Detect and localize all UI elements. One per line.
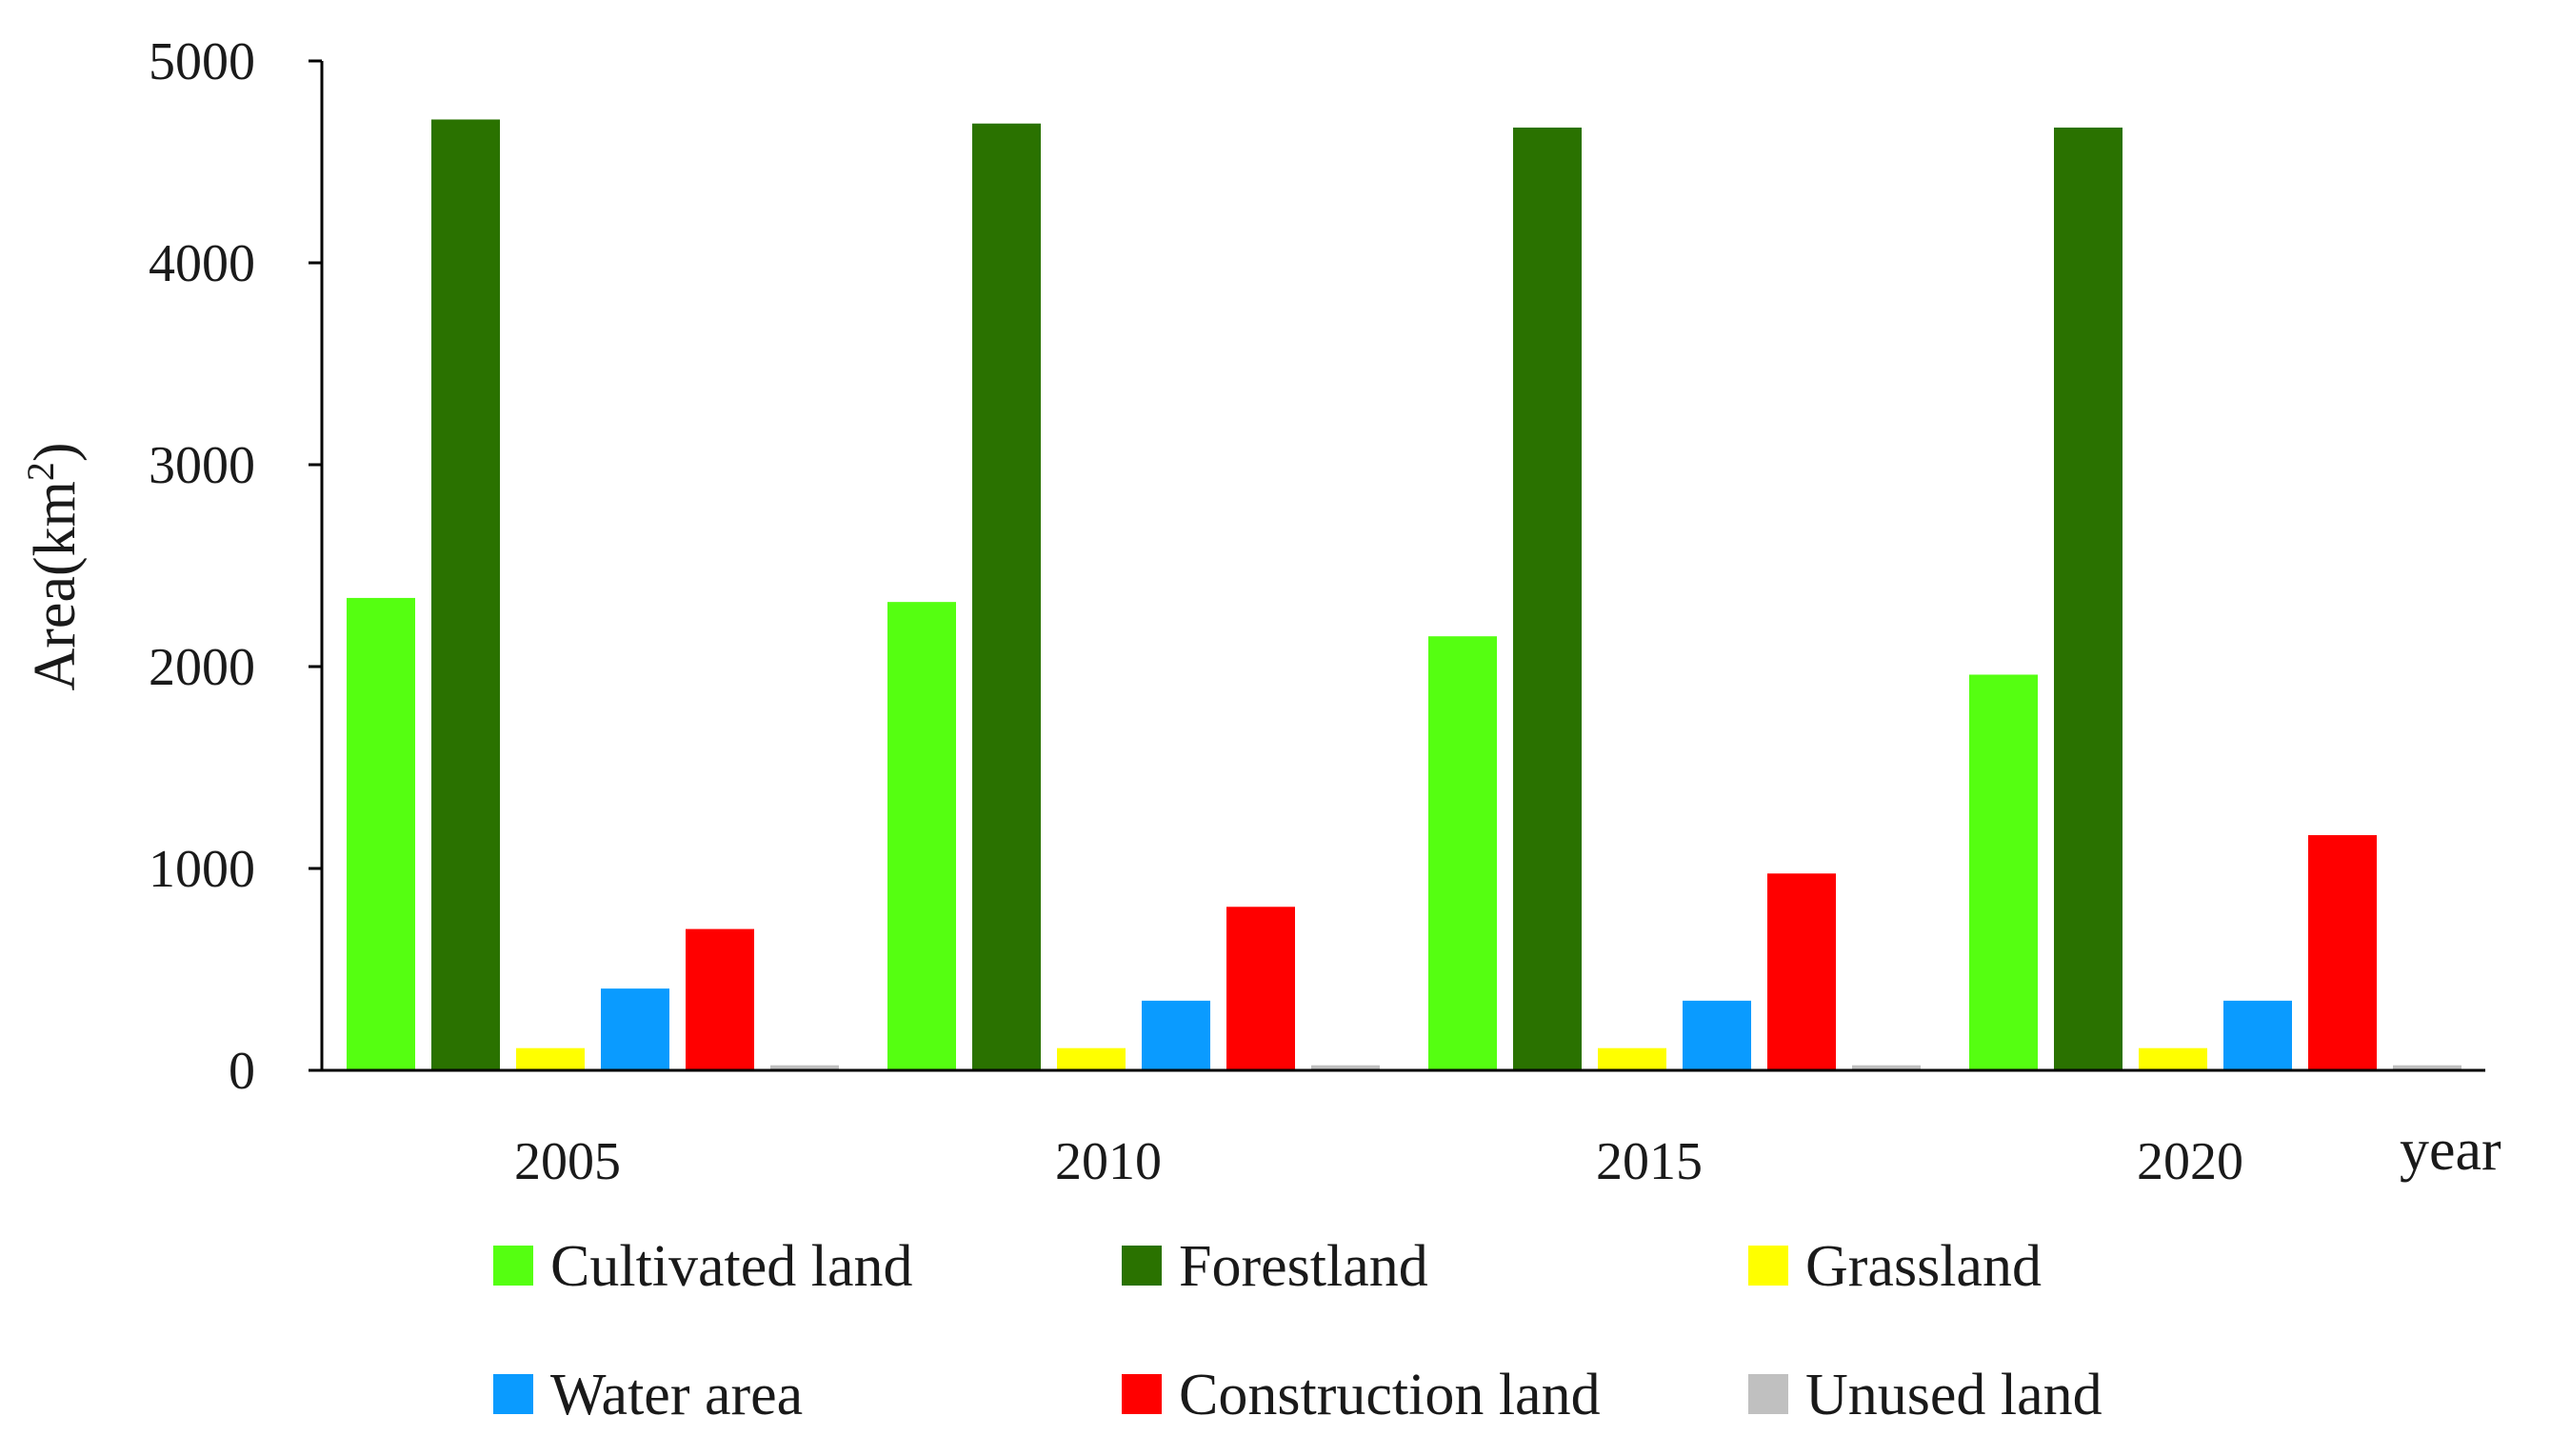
y-axis-title: Area(km2) bbox=[19, 443, 88, 691]
y-axis-title-close: ) bbox=[23, 443, 88, 463]
bar-forestland-2005 bbox=[431, 119, 500, 1071]
x-category-label: 2010 bbox=[1055, 1132, 1162, 1191]
y-tick-label: 4000 bbox=[149, 234, 255, 293]
bar-grassland-2015 bbox=[1598, 1047, 1666, 1070]
bar-cultivated-land-2015 bbox=[1428, 636, 1497, 1070]
bar-cultivated-land-2010 bbox=[887, 602, 956, 1070]
bar-construction-land-2015 bbox=[1767, 873, 1836, 1070]
bar-cultivated-land-2005 bbox=[347, 597, 415, 1070]
legend-label-water-area: Water area bbox=[550, 1363, 803, 1427]
y-axis-title-superscript: 2 bbox=[19, 462, 62, 481]
legend-label-construction-land: Construction land bbox=[1179, 1363, 1601, 1427]
bar-construction-land-2020 bbox=[2308, 835, 2377, 1070]
bar-grassland-2010 bbox=[1057, 1047, 1126, 1070]
y-axis-title-base: Area(km bbox=[23, 481, 88, 690]
legend: Cultivated land Forestland Grassland Water … bbox=[493, 1234, 2103, 1427]
bar-forestland-2015 bbox=[1513, 127, 1582, 1070]
legend-swatch-water-area bbox=[493, 1374, 533, 1414]
x-category-label: 2015 bbox=[1596, 1132, 1703, 1191]
bar-grassland-2020 bbox=[2139, 1047, 2207, 1070]
bar-unused-land-2015 bbox=[1852, 1065, 1921, 1070]
bar-construction-land-2005 bbox=[686, 928, 754, 1070]
legend-swatch-construction-land bbox=[1122, 1374, 1162, 1414]
legend-label-unused-land: Unused land bbox=[1805, 1363, 2103, 1427]
bar-grassland-2005 bbox=[516, 1047, 585, 1070]
bar-water-area-2015 bbox=[1683, 1000, 1751, 1070]
y-tick-label: 0 bbox=[229, 1042, 255, 1101]
bar-cultivated-land-2020 bbox=[1969, 674, 2038, 1070]
y-tick-label: 1000 bbox=[149, 840, 255, 899]
y-tick-label: 3000 bbox=[149, 436, 255, 495]
bar-unused-land-2010 bbox=[1311, 1065, 1380, 1070]
bar-water-area-2010 bbox=[1142, 1000, 1210, 1070]
legend-swatch-unused-land bbox=[1748, 1374, 1788, 1414]
bar-forestland-2020 bbox=[2054, 127, 2123, 1070]
y-tick-label: 2000 bbox=[149, 638, 255, 697]
legend-label-cultivated-land: Cultivated land bbox=[550, 1234, 913, 1299]
bar-unused-land-2020 bbox=[2393, 1065, 2461, 1070]
legend-swatch-forestland bbox=[1122, 1246, 1162, 1286]
axes bbox=[320, 61, 2485, 1072]
legend-label-grassland: Grassland bbox=[1805, 1234, 2042, 1299]
legend-swatch-grassland bbox=[1748, 1246, 1788, 1286]
bar-water-area-2005 bbox=[601, 988, 669, 1070]
bar-construction-land-2010 bbox=[1226, 907, 1295, 1070]
bar-water-area-2020 bbox=[2223, 1000, 2292, 1070]
y-tick-label: 5000 bbox=[149, 32, 255, 91]
bar-unused-land-2005 bbox=[770, 1065, 839, 1070]
x-axis-title: year bbox=[2400, 1118, 2501, 1183]
y-axis-ticks: 0 1000 2000 3000 4000 5000 bbox=[149, 32, 322, 1101]
x-category-label: 2020 bbox=[2137, 1132, 2243, 1191]
legend-label-forestland: Forestland bbox=[1179, 1234, 1428, 1299]
bar-forestland-2010 bbox=[972, 123, 1041, 1071]
legend-swatch-cultivated-land bbox=[493, 1246, 533, 1286]
x-axis-category-labels: 2005 2010 2015 2020 bbox=[514, 1132, 2243, 1191]
x-category-label: 2005 bbox=[514, 1132, 621, 1191]
bars bbox=[347, 119, 2461, 1071]
